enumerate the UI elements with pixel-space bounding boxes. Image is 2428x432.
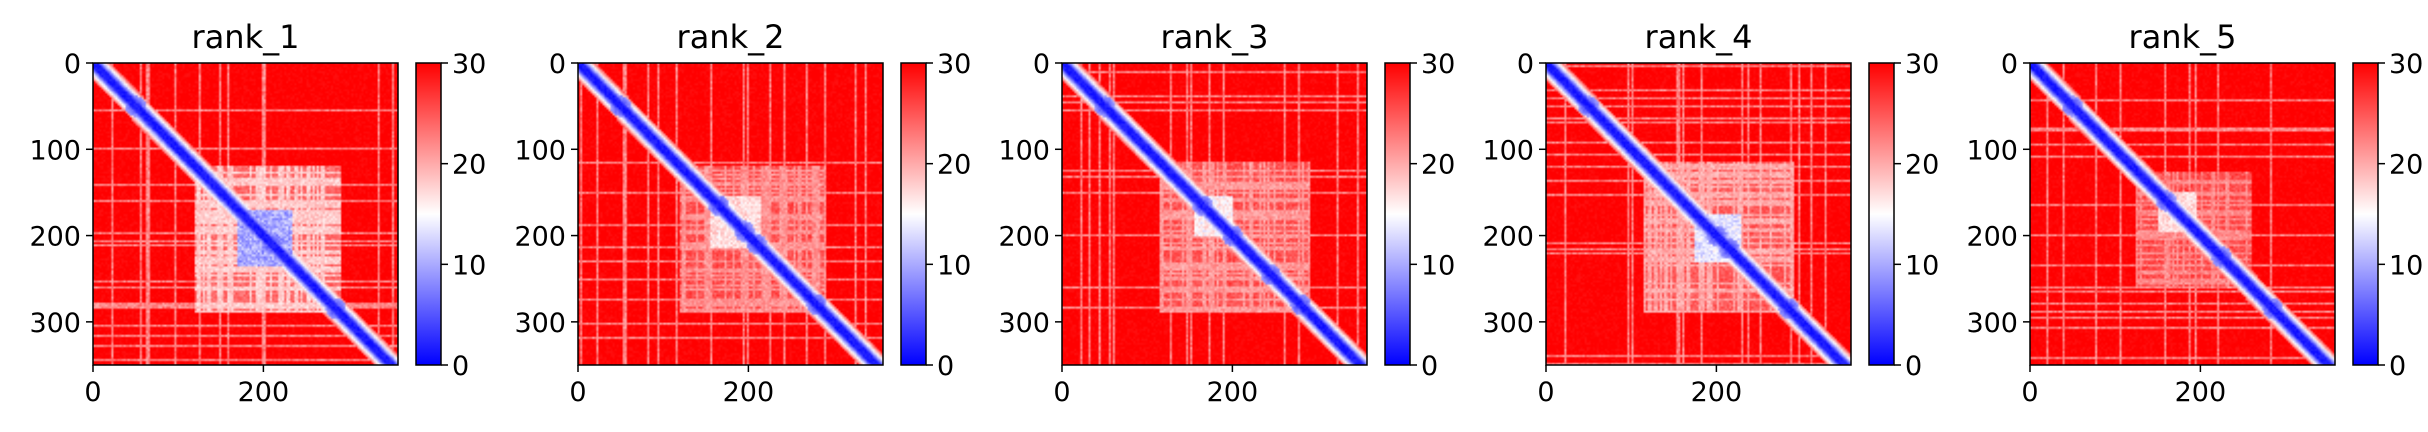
x-tick-label: 0 — [1053, 377, 1070, 408]
x-tick-label: 0 — [569, 377, 586, 408]
y-tick-label: 0 — [1033, 49, 1050, 80]
colorbar-tick-label: 20 — [1421, 150, 1455, 181]
colorbar-tick-label: 10 — [1421, 250, 1455, 281]
y-tick-label: 0 — [2001, 49, 2018, 80]
panel-1: rank_1 0 100 200 300 0 200 0 10 20 30 — [29, 18, 486, 408]
colorbar-tick-label: 10 — [1905, 250, 1939, 281]
colorbar — [2352, 62, 2379, 366]
x-tick-label: 200 — [238, 377, 290, 408]
y-tick-label: 300 — [1482, 308, 1534, 339]
heatmap-image — [2030, 63, 2335, 365]
x-tick-label: 200 — [1691, 377, 1743, 408]
colorbar — [415, 62, 442, 366]
heatmap-image — [93, 63, 398, 365]
x-tick-label: 0 — [84, 377, 101, 408]
y-tick-label: 100 — [514, 135, 566, 166]
y-tick-label: 300 — [514, 308, 566, 339]
colorbar — [1384, 62, 1411, 366]
y-tick-label: 100 — [1966, 135, 2018, 166]
panel-title: rank_2 — [677, 18, 785, 56]
x-tick-label: 200 — [2175, 377, 2227, 408]
colorbar-tick-label: 10 — [937, 250, 971, 281]
colorbar-tick-label: 0 — [937, 351, 954, 382]
y-tick-label: 200 — [1482, 222, 1534, 253]
panel-title: rank_5 — [2129, 18, 2237, 56]
axes-frame — [1545, 62, 1852, 366]
colorbar-tick-label: 10 — [2389, 250, 2423, 281]
y-tick-label: 300 — [29, 308, 81, 339]
colorbar-tick-label: 10 — [452, 250, 486, 281]
colorbar-tick-label: 30 — [937, 49, 971, 80]
y-tick-label: 200 — [998, 222, 1050, 253]
y-tick-label: 100 — [29, 135, 81, 166]
colorbar-tick-label: 0 — [1421, 351, 1438, 382]
y-tick-label: 200 — [514, 222, 566, 253]
colorbar-tick-label: 20 — [1905, 150, 1939, 181]
panel-title: rank_1 — [192, 18, 300, 56]
heatmap-image — [578, 63, 883, 365]
colorbar — [1868, 62, 1895, 366]
colorbar — [900, 62, 927, 366]
colorbar-tick-label: 30 — [2389, 49, 2423, 80]
axes-frame — [92, 62, 399, 366]
panel-title: rank_4 — [1645, 18, 1753, 56]
x-tick-label: 200 — [1207, 377, 1259, 408]
colorbar-tick-label: 30 — [1421, 49, 1455, 80]
colorbar-tick-label: 0 — [1905, 351, 1922, 382]
panel-2: rank_2 0 100 200 300 0 200 0 10 20 30 — [514, 18, 971, 408]
y-tick-label: 100 — [1482, 135, 1534, 166]
colorbar-tick-label: 30 — [452, 49, 486, 80]
colorbar-tick-label: 20 — [2389, 150, 2423, 181]
colorbar-tick-label: 20 — [452, 150, 486, 181]
colorbar-tick-label: 0 — [2389, 351, 2406, 382]
heatmap-image — [1062, 63, 1367, 365]
x-tick-label: 0 — [1537, 377, 1554, 408]
y-tick-label: 200 — [29, 222, 81, 253]
x-tick-label: 200 — [723, 377, 775, 408]
panel-4: rank_4 0 100 200 300 0 200 0 10 20 30 — [1482, 18, 1939, 408]
y-tick-label: 100 — [998, 135, 1050, 166]
y-tick-label: 300 — [998, 308, 1050, 339]
panel-5: rank_5 0 100 200 300 0 200 0 10 20 30 — [1966, 18, 2423, 408]
y-tick-label: 0 — [549, 49, 566, 80]
y-tick-label: 0 — [64, 49, 81, 80]
axes-frame — [2029, 62, 2336, 366]
panel-3: rank_3 0 100 200 300 0 200 0 10 20 30 — [998, 18, 1455, 408]
y-tick-label: 300 — [1966, 308, 2018, 339]
y-tick-label: 0 — [1517, 49, 1534, 80]
y-tick-label: 200 — [1966, 222, 2018, 253]
heatmap-image — [1546, 63, 1851, 365]
axes-frame — [1061, 62, 1368, 366]
x-tick-label: 0 — [2021, 377, 2038, 408]
colorbar-tick-label: 0 — [452, 351, 469, 382]
axes-frame — [577, 62, 884, 366]
panel-title: rank_3 — [1161, 18, 1269, 56]
colorbar-tick-label: 30 — [1905, 49, 1939, 80]
colorbar-tick-label: 20 — [937, 150, 971, 181]
